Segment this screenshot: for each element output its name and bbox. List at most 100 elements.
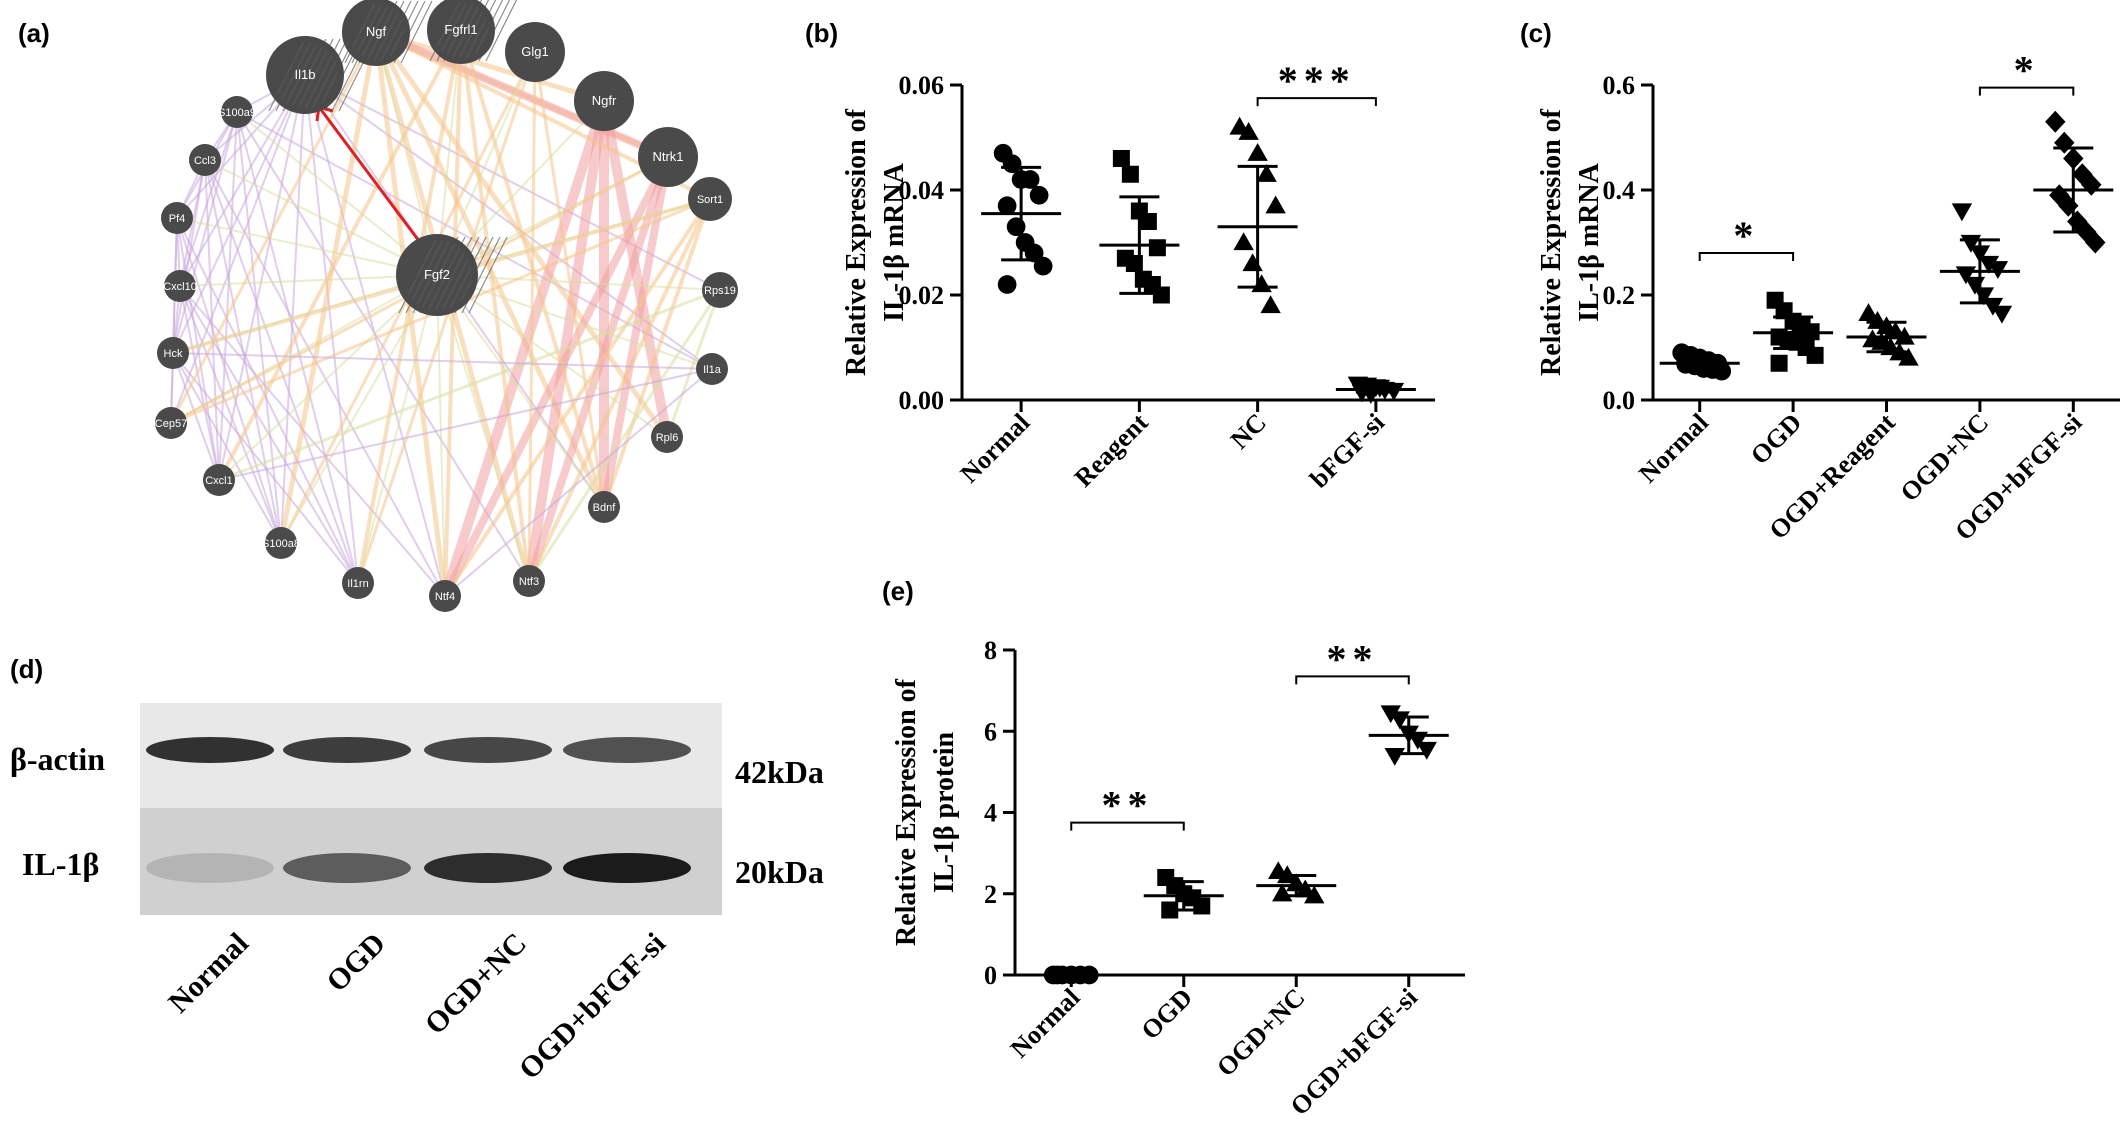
node-hatch [419, 236, 459, 314]
significance-stars: ** [1102, 783, 1154, 828]
network-edge [444, 368, 713, 597]
network-node-hck: Hck [157, 337, 189, 369]
network-node-il1b: Il1b [266, 36, 376, 114]
y-tick-label: 0.04 [899, 176, 945, 205]
x-tick-label: OGD [1745, 408, 1807, 470]
row-label-actin: β-actin [10, 741, 105, 777]
node-circle [429, 580, 461, 612]
node-label: Fgfrl1 [444, 22, 477, 37]
y-tick-label: 2 [984, 880, 997, 909]
node-label: Rpl6 [656, 432, 679, 444]
network-edge [204, 159, 438, 276]
node-label: Glg1 [521, 44, 548, 59]
network-edge [443, 29, 463, 597]
network-edge [441, 155, 672, 598]
network-edge [176, 217, 282, 544]
network-edge [356, 51, 537, 584]
significance-bracket: ** [1070, 783, 1185, 831]
node-label: Bdnf [593, 502, 617, 514]
node-hatch [365, 0, 398, 64]
network-edge [436, 274, 668, 438]
network-node-ccl3: Ccl3 [189, 144, 221, 176]
data-point [1712, 361, 1732, 381]
data-point [1020, 170, 1040, 189]
node-circle [189, 144, 221, 176]
node-ring [266, 36, 344, 114]
data-group [1368, 705, 1449, 766]
x-tick-label: Reagent [1069, 408, 1154, 493]
node-circle [505, 22, 565, 82]
y-axis-label: Relative Expression of IL-1β protein [891, 678, 960, 946]
x-tick-label: Normal [955, 408, 1036, 489]
data-group [1659, 343, 1740, 381]
node-hatch [450, 0, 483, 62]
size-label-42: 42kDa [735, 754, 824, 790]
arrow-line [317, 106, 421, 242]
network-edge [172, 352, 359, 584]
y-axis-label: Relative Expression of IL-1β mRNA [841, 108, 910, 376]
network-node-rpl6: Rpl6 [651, 421, 683, 453]
node-label: Il1b [295, 67, 316, 82]
node-label: S100a8 [262, 538, 300, 550]
bracket-line [1698, 252, 1795, 261]
data-group [1939, 203, 2020, 324]
node-circle [696, 353, 728, 385]
y-tick-label: 0.2 [1603, 281, 1636, 310]
node-circle [430, 0, 492, 61]
network-edge [357, 274, 438, 584]
node-circle [161, 202, 193, 234]
data-point [1951, 203, 1973, 222]
band-actin [283, 737, 411, 763]
node-circle [638, 127, 698, 187]
network-edge [524, 100, 609, 582]
data-point [1265, 195, 1286, 214]
band-il1b [563, 853, 691, 883]
network-edge [436, 274, 530, 582]
band-actin [563, 737, 691, 763]
data-group [1256, 861, 1337, 904]
chart-c: 0.0 0.2 0.4 0.6 Relative Expression of IL-1β … [1536, 48, 2120, 546]
data-point [1148, 239, 1166, 257]
data-point [1770, 354, 1788, 372]
node-circle [688, 177, 732, 221]
node-circle [269, 39, 341, 111]
data-point [1251, 274, 1272, 293]
network-edge [179, 285, 282, 544]
band-il1b [283, 853, 411, 883]
lane-label: Normal [162, 927, 255, 1020]
western-blot: β-actin IL-1β 42kDa 20kDa Normal OGD OGD+NCOGD… [10, 703, 824, 1086]
network-edge [602, 198, 712, 508]
node-label: Fgf2 [424, 267, 450, 282]
node-hatch [386, 0, 419, 64]
network-edge [436, 274, 605, 508]
network-node-il1a: Il1a [696, 353, 728, 385]
significance-bracket: *** [1256, 58, 1377, 107]
data-point [1898, 347, 1919, 366]
data-point [1029, 185, 1049, 205]
data-point [2085, 231, 2106, 254]
y-tick-label: 0.0 [1603, 386, 1636, 415]
network-edge [527, 289, 722, 582]
panel-label-b: (b) [805, 18, 838, 48]
node-circle [574, 71, 634, 131]
node-label: Pf4 [169, 213, 186, 225]
bracket-line [1295, 675, 1410, 685]
y-axis-label-line: IL-1β mRNA [1574, 162, 1605, 321]
node-circle [342, 567, 374, 599]
y-tick-label: 6 [984, 717, 997, 746]
node-label: Cep57 [155, 418, 187, 430]
node-circle [588, 491, 620, 523]
network-node-cxcl10: Cxcl10 [163, 270, 197, 302]
network-node-bdnf: Bdnf [588, 491, 620, 523]
y-tick-label: 0 [984, 961, 997, 990]
node-hatch [379, 0, 412, 64]
node-hatch [296, 38, 334, 112]
data-point [997, 196, 1017, 216]
network-edge [375, 31, 438, 276]
significance-stars: ** [1327, 636, 1379, 681]
network-edge [179, 274, 438, 287]
bracket-line [1070, 821, 1185, 831]
node-hatch [471, 0, 504, 62]
node-label: Il1a [703, 364, 722, 376]
